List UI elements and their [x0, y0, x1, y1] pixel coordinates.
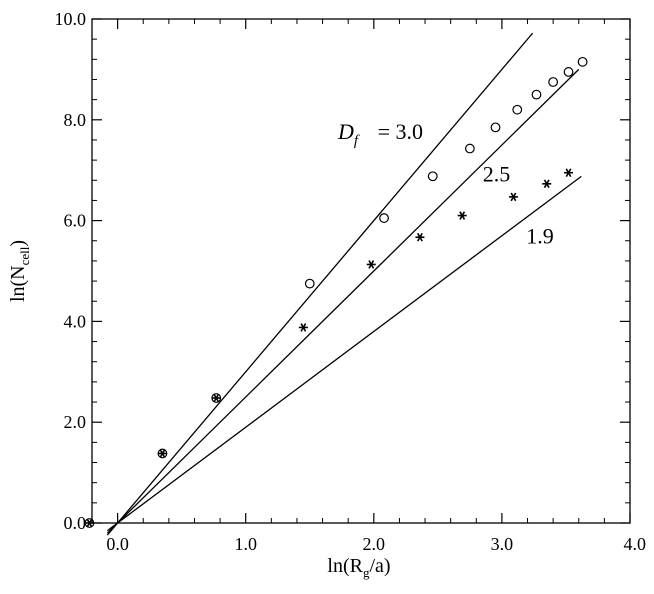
star-stroke: [368, 260, 375, 269]
x-axis-title: ln(Rg/a): [327, 555, 390, 580]
star-point: [542, 179, 552, 189]
x-tick-label: 3.0: [491, 534, 514, 554]
star-stroke: [159, 449, 166, 458]
star-point: [366, 260, 376, 269]
star-point: [564, 168, 574, 178]
circle-point: [512, 104, 523, 115]
y-tick-label: 10.0: [55, 9, 87, 29]
circle-point: [577, 56, 588, 67]
star-point: [211, 393, 221, 403]
circle-point: [548, 77, 559, 87]
reference-line-df-2-5: [106, 68, 580, 534]
star-stroke: [565, 168, 572, 178]
y-tick-label: 2.0: [64, 412, 87, 432]
star-stroke: [459, 211, 466, 220]
x-tick-label: 2.0: [363, 534, 386, 554]
circle-point: [563, 67, 574, 77]
star-point: [84, 518, 94, 528]
y-axis-title: ln(Ncell): [7, 240, 32, 302]
annotation-df-19: 1.9: [526, 223, 554, 248]
annotation-df-symbol: Df: [337, 119, 360, 149]
circle-point: [490, 122, 501, 133]
axis-ticks: [91, 18, 631, 524]
reference-lines: [106, 32, 582, 536]
star-point: [298, 323, 308, 332]
star-stroke: [300, 323, 307, 332]
annotations: Df = 3.0 2.5 1.9: [337, 119, 554, 248]
reference-line-df-1-9: [106, 175, 582, 532]
y-tick-label: 8.0: [64, 110, 87, 130]
star-stroke: [510, 192, 517, 202]
star-point: [415, 232, 425, 242]
plot-frame: [91, 18, 631, 524]
annotation-df-30: = 3.0: [378, 119, 423, 144]
data-points: [84, 56, 588, 528]
x-tick-label: 4.0: [624, 534, 647, 554]
x-tick-label: 1.0: [234, 534, 257, 554]
star-stroke: [416, 232, 423, 242]
star-point: [508, 192, 518, 202]
circle-point: [531, 89, 542, 100]
circle-point: [304, 278, 315, 289]
reference-line-df-3: [106, 32, 534, 536]
circle-point: [427, 171, 438, 182]
x-tick-label: 0.0: [106, 534, 129, 554]
star-stroke: [213, 393, 220, 403]
star-stroke: [86, 518, 93, 528]
star-point: [457, 211, 467, 220]
y-tick-label: 0.0: [64, 513, 87, 533]
y-tick-label: 6.0: [64, 211, 87, 231]
annotation-df-25: 2.5: [483, 161, 511, 186]
star-point: [157, 449, 167, 458]
tick-labels: 0.0 1.0 2.0 3.0 4.0 0.0 2.0 4.0 6.0 8.0 10.0: [55, 9, 647, 554]
star-stroke: [543, 179, 550, 189]
circle-point: [464, 143, 475, 154]
circle-point: [379, 213, 389, 223]
y-tick-label: 4.0: [64, 311, 87, 331]
